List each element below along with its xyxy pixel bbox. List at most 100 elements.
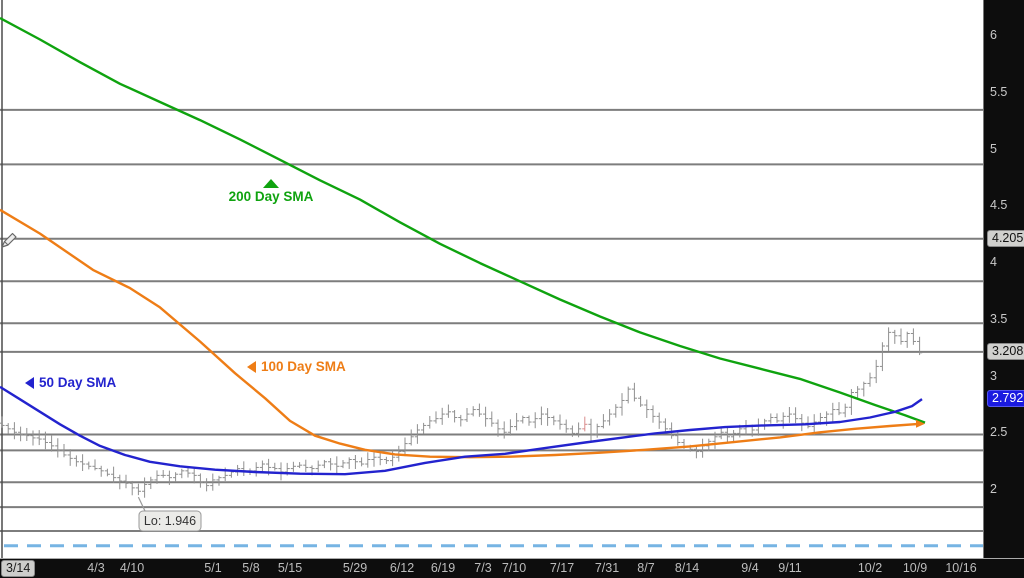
ohlc-bar bbox=[483, 406, 489, 427]
price-axis-tick: 3.5 bbox=[990, 311, 1008, 326]
ohlc-bar bbox=[334, 456, 340, 475]
ohlc-bar bbox=[216, 475, 222, 486]
ohlc-bar bbox=[328, 458, 334, 471]
time-axis-tick: 9/4 bbox=[741, 561, 759, 575]
ohlc-bar bbox=[799, 414, 805, 432]
ohlc-bar bbox=[867, 372, 873, 387]
ohlc-bar bbox=[489, 411, 495, 427]
ohlc-bar bbox=[892, 329, 898, 344]
ohlc-bar bbox=[842, 403, 848, 418]
ohlc-bar bbox=[662, 418, 668, 434]
time-axis-tick: 8/7 bbox=[637, 561, 655, 575]
sma100-end-arrow-icon bbox=[916, 419, 925, 428]
ohlc-bar bbox=[414, 424, 420, 444]
sma100-line bbox=[0, 208, 923, 459]
ohlc-bar bbox=[427, 415, 433, 429]
time-axis-tick: 8/14 bbox=[674, 561, 700, 575]
ohlc-bar bbox=[836, 402, 842, 416]
ohlc-bar bbox=[650, 405, 656, 423]
ohlc-bar bbox=[873, 359, 879, 384]
ohlc-bar bbox=[160, 470, 166, 478]
ohlc-bar bbox=[421, 422, 427, 434]
time-axis-tick: 5/15 bbox=[277, 561, 303, 575]
ohlc-bar bbox=[278, 462, 284, 481]
ohlc-bar bbox=[321, 459, 327, 469]
ohlc-bar bbox=[656, 412, 662, 429]
ohlc-bar bbox=[452, 410, 458, 423]
ohlc-bar bbox=[625, 386, 631, 404]
price-level-lines[interactable] bbox=[0, 108, 983, 532]
ohlc-bar bbox=[755, 418, 761, 436]
ohlc-bar bbox=[241, 461, 247, 477]
ohlc-bar bbox=[433, 411, 439, 424]
ohlc-bar bbox=[724, 427, 730, 442]
price-axis-tick: 5 bbox=[990, 141, 997, 156]
ohlc-bar bbox=[631, 382, 637, 402]
ohlc-bar bbox=[185, 467, 191, 478]
ohlc-bar bbox=[340, 459, 346, 469]
sma200-marker-icon bbox=[263, 179, 279, 188]
ohlc-bar bbox=[514, 412, 520, 431]
ohlc-bar bbox=[383, 456, 389, 464]
time-axis-tick: 9/11 bbox=[778, 561, 802, 575]
ohlc-bar bbox=[917, 336, 923, 356]
ohlc-bar bbox=[402, 437, 408, 457]
ohlc-bar bbox=[55, 438, 61, 458]
ohlc-bar bbox=[768, 413, 774, 424]
ohlc-bar bbox=[80, 454, 86, 471]
ohlc-bar bbox=[315, 460, 321, 473]
sma200-line bbox=[0, 16, 926, 424]
ohlc-bar bbox=[377, 451, 383, 466]
ohlc-bar bbox=[644, 399, 650, 418]
time-axis-tick: 4/3 bbox=[87, 561, 105, 575]
time-axis-tick: 10/9 bbox=[902, 561, 928, 575]
ohlc-bar bbox=[830, 402, 836, 423]
ohlc-bar bbox=[129, 480, 135, 496]
ohlc-bar bbox=[61, 444, 67, 458]
ohlc-bar bbox=[563, 419, 569, 433]
price-axis-tick: 5.5 bbox=[990, 84, 1008, 99]
ohlc-bar bbox=[117, 474, 123, 490]
ohlc-bar bbox=[303, 459, 309, 472]
ohlc-bar bbox=[470, 406, 476, 417]
ohlc-bar bbox=[557, 414, 563, 430]
ohlc-bar bbox=[5, 423, 11, 434]
time-axis-tick: 7/3 bbox=[474, 561, 492, 575]
ohlc-bar bbox=[204, 478, 210, 492]
price-badge-gray: 4.205 bbox=[987, 229, 1024, 247]
ohlc-bar bbox=[613, 404, 619, 418]
ohlc-bar bbox=[408, 429, 414, 446]
time-axis-tick: 5/29 bbox=[342, 561, 368, 575]
ohlc-bar bbox=[191, 467, 197, 484]
ohlc-bar bbox=[501, 421, 507, 439]
ohlc-bar bbox=[166, 470, 172, 485]
ohlc-bar bbox=[638, 395, 644, 407]
time-axis-tick: 7/17 bbox=[549, 561, 575, 575]
time-axis[interactable]: 3/14 4/3 4/10 5/1 5/8 5/15 5/29 6/12 6/19 7/3 7/10… bbox=[0, 558, 1024, 578]
ohlc-bar bbox=[507, 419, 513, 436]
ohlc-bar bbox=[148, 476, 154, 490]
date-badge: 3/14 bbox=[1, 560, 36, 577]
ohlc-bar bbox=[439, 407, 445, 425]
time-axis-tick: 6/12 bbox=[389, 561, 415, 575]
ohlc-bar bbox=[346, 457, 352, 469]
price-axis-tick: 4 bbox=[990, 255, 997, 269]
price-badge-blue: 2.792 bbox=[987, 390, 1024, 408]
price-axis-tick: 6 bbox=[990, 28, 997, 42]
low-callout: Lo: 1.946 bbox=[137, 496, 202, 532]
ohlc-bars bbox=[0, 327, 923, 498]
sma100-marker-icon bbox=[247, 361, 256, 373]
time-axis-tick: 10/2 bbox=[857, 561, 883, 575]
ohlc-bar bbox=[458, 414, 464, 427]
price-axis[interactable]: 6 5.5 5 4.5 4 3.5 3 2.5 2 4.205 3.208 2.792 bbox=[983, 0, 1024, 558]
ohlc-bar bbox=[594, 423, 600, 438]
ohlc-bar bbox=[104, 468, 110, 477]
ohlc-bar bbox=[576, 422, 582, 438]
price-axis-tick: 3 bbox=[990, 368, 997, 383]
ohlc-bar bbox=[297, 462, 303, 469]
ohlc-bar bbox=[210, 473, 216, 491]
ohlc-bar bbox=[520, 415, 526, 424]
pencil-cursor-icon bbox=[1, 232, 17, 248]
ohlc-bar bbox=[619, 393, 625, 416]
